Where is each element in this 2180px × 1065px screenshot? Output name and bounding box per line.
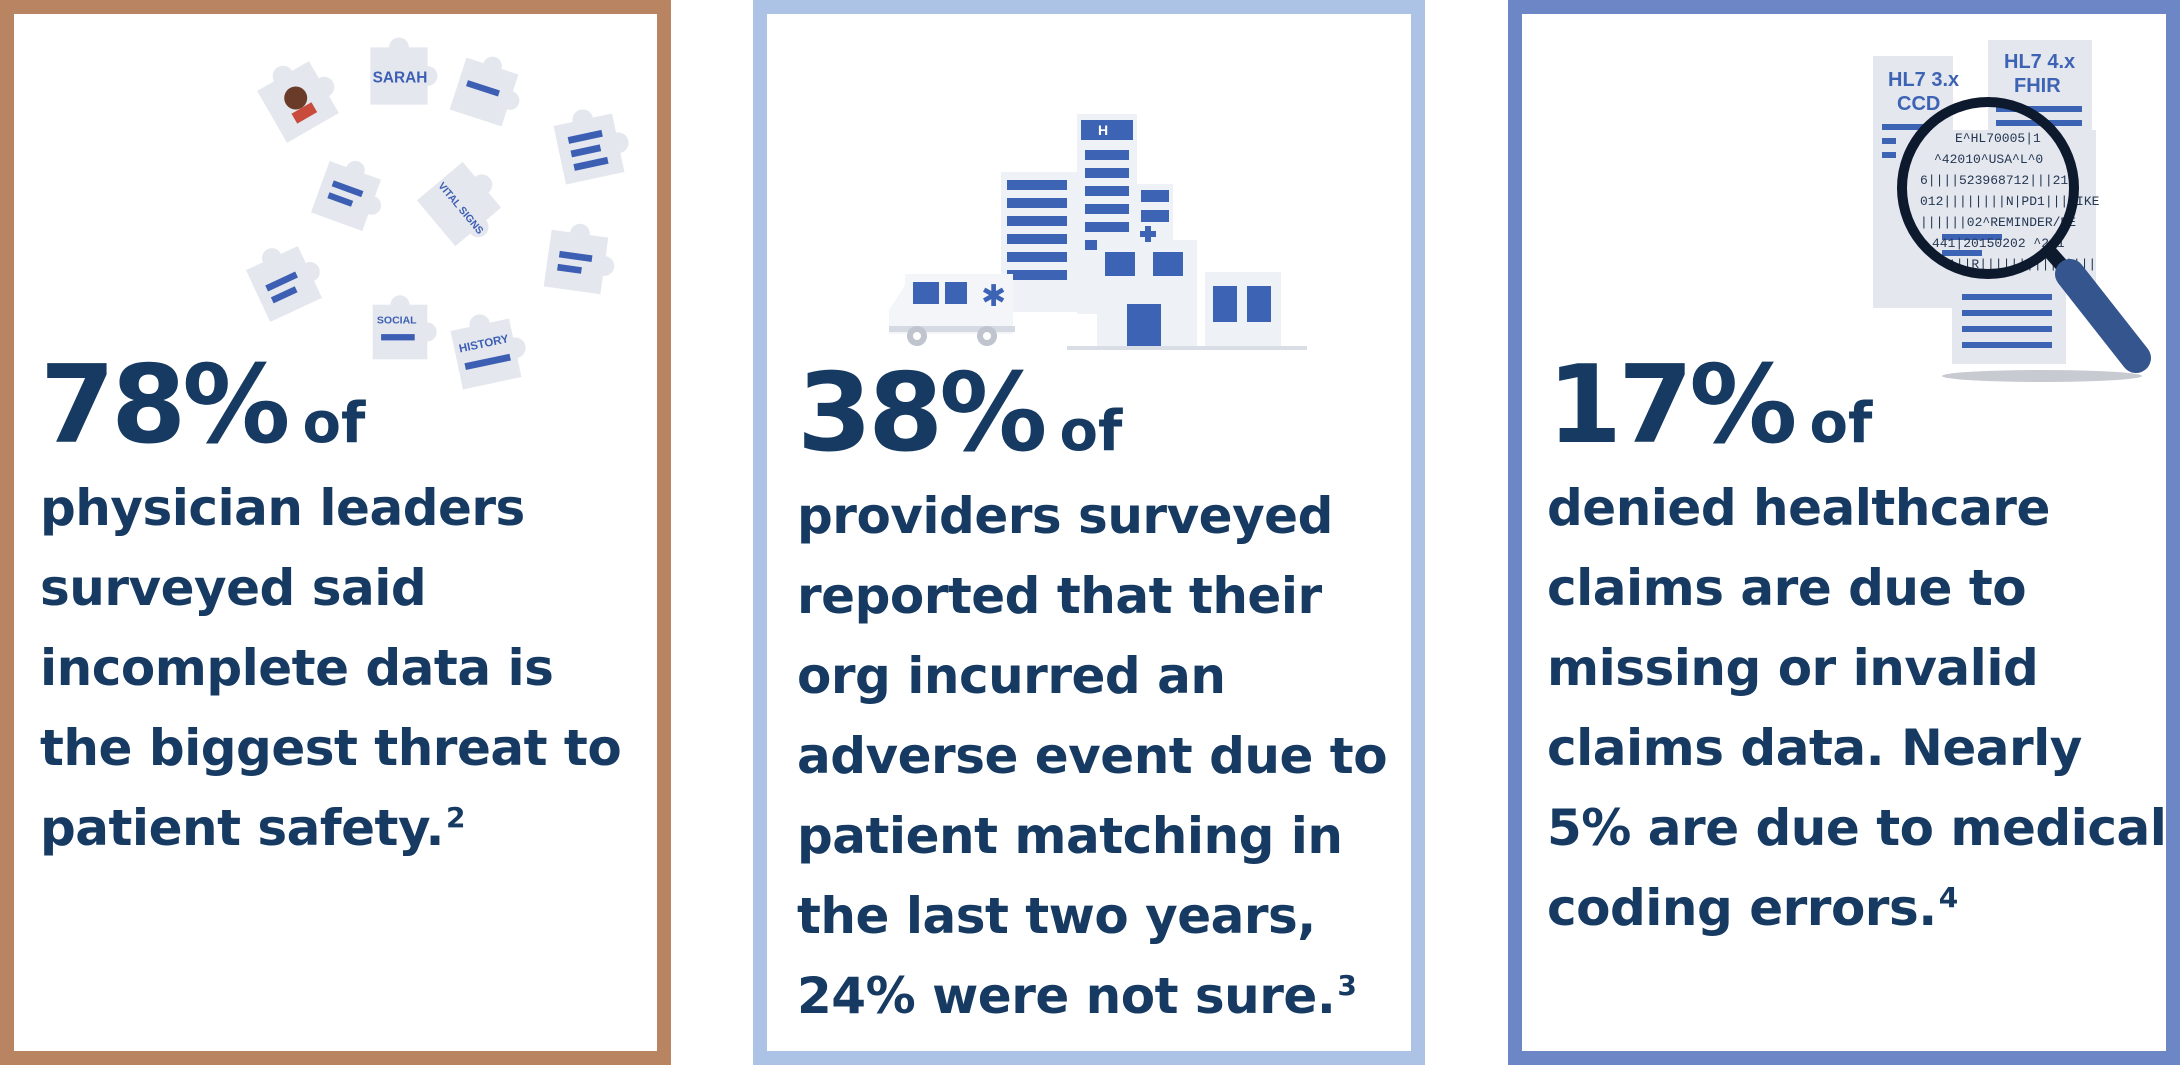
hospital-sign: H xyxy=(1098,122,1108,138)
puzzle-piece-icon xyxy=(551,101,635,185)
document-icon xyxy=(1952,282,2066,364)
puzzle-piece-icon xyxy=(449,48,531,130)
stat-of: of xyxy=(1809,391,1873,456)
hospital-ambulance-illustration: H xyxy=(889,114,1307,350)
stat-description: providers surveyed reported that their o… xyxy=(797,476,1411,1036)
doc-label: FHIR xyxy=(2014,75,2061,97)
puzzle-piece-icon xyxy=(311,152,394,235)
svg-text:441|20150202 ^201: 441|20150202 ^201 xyxy=(1932,236,2065,251)
svg-text:SARAH: SARAH xyxy=(373,70,428,87)
data-text-lines: E^HL70005|1 ^42010^USA^L^0 6||||52396871… xyxy=(1920,131,2100,272)
svg-text:||||||02^REMINDER/RE: ||||||02^REMINDER/RE xyxy=(1920,215,2076,230)
stat-percent: 38% xyxy=(797,351,1048,476)
stat-description: denied healthcare claims are due to miss… xyxy=(1547,468,2167,948)
stat-card-denied-claims: HL7 3.x CCD HL7 4.x FHIR E^HL7000 xyxy=(1508,0,2180,1065)
stat-card-physician-leaders: SARAH VITAL SIGNS xyxy=(0,0,671,1065)
stat-description-text: denied healthcare claims are due to miss… xyxy=(1547,479,2167,937)
stat-block: 38% of providers surveyed reported that t… xyxy=(797,360,1411,1036)
footnote-marker: 3 xyxy=(1337,969,1357,1003)
puzzle-piece-name-icon: SARAH xyxy=(370,37,438,105)
puzzle-piece-icon xyxy=(543,219,620,296)
stat-description: physician leaders surveyed said incomple… xyxy=(40,468,657,868)
magnifying-glass-icon xyxy=(1897,97,2151,373)
footnote-marker: 2 xyxy=(445,801,465,835)
doc-label: HL7 4.x xyxy=(2004,51,2075,73)
stat-description-text: providers surveyed reported that their o… xyxy=(797,487,1388,1025)
svg-text:✱: ✱ xyxy=(981,279,1006,314)
svg-text:SOCIAL: SOCIAL xyxy=(377,315,417,327)
stat-block: 78% of physician leaders surveyed said in… xyxy=(40,352,657,868)
puzzle-piece-social-icon: SOCIAL xyxy=(372,295,437,360)
hospital-building-icon: H xyxy=(1001,114,1307,350)
svg-text:^42010^USA^L^0: ^42010^USA^L^0 xyxy=(1934,152,2043,167)
stat-description-text: physician leaders surveyed said incomple… xyxy=(40,479,622,857)
doc-label: CCD xyxy=(1897,93,1940,115)
stat-percent: 78% xyxy=(40,343,291,468)
doc-label: HL7 3.x xyxy=(1888,69,1959,91)
svg-text:E^HL70005|1: E^HL70005|1 xyxy=(1955,131,2041,146)
documents-magnifier-illustration: HL7 3.x CCD HL7 4.x FHIR E^HL7000 xyxy=(1873,40,2151,382)
stat-block: 17% of denied healthcare claims are due t… xyxy=(1547,352,2167,948)
stat-of: of xyxy=(302,391,366,456)
puzzle-pieces-illustration: SARAH VITAL SIGNS xyxy=(241,37,635,390)
puzzle-piece-history-icon: HISTORY xyxy=(448,306,532,390)
stat-percent: 17% xyxy=(1547,343,1798,468)
stat-card-patient-matching: H xyxy=(753,0,1425,1065)
puzzle-piece-icon xyxy=(241,232,331,323)
svg-text:012||||||||N|PD1|||MIKE: 012||||||||N|PD1|||MIKE xyxy=(1920,194,2100,209)
stat-of: of xyxy=(1059,399,1123,464)
svg-text:6||||523968712|||218: 6||||523968712|||218 xyxy=(1920,173,2076,188)
puzzle-piece-avatar-icon xyxy=(251,47,348,143)
puzzle-piece-vital-signs-icon: VITAL SIGNS xyxy=(416,155,516,255)
footnote-marker: 4 xyxy=(1938,881,1958,915)
ambulance-icon: ✱ xyxy=(889,274,1015,346)
